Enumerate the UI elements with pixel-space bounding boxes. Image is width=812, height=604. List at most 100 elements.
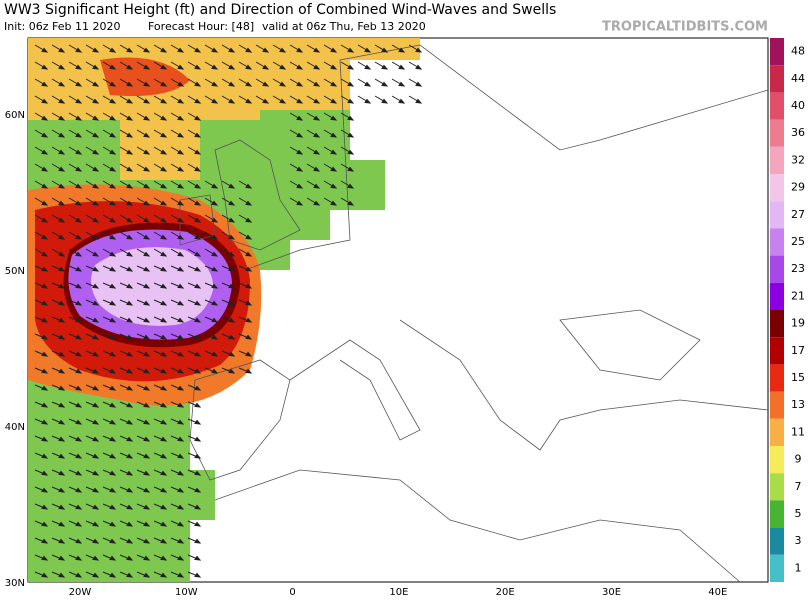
arrow-head [92,368,100,374]
arrow-head [160,538,168,544]
arrow-head [177,487,185,493]
arrow-head [347,200,355,206]
colorbar-swatch [770,282,784,310]
arrow-head [347,64,355,70]
lon-label: 30E [602,587,621,598]
arrow-head [398,47,406,53]
arrow-head [160,283,168,289]
arrow-head [228,183,236,189]
arrow-head [126,183,134,189]
arrow-head [41,132,49,138]
arrow-head [126,64,134,70]
arrow-head [126,115,134,121]
arrow-head [75,470,83,476]
colorbar-label: 9 [795,453,802,466]
arrow-head [75,368,83,374]
arrow-head [92,217,100,223]
arrow-head [330,98,338,104]
arrow-head [245,266,253,272]
arrow-head [143,538,151,544]
arrow-head [41,368,49,374]
arrow-head [228,64,236,70]
colorbar-label: 21 [791,289,805,302]
arrow-head [313,183,321,189]
lon-label: 10W [175,587,198,598]
arrow-head [160,234,168,240]
arrow-head [381,47,389,53]
arrow-head [330,115,338,121]
arrow-head [126,487,134,493]
arrow-head [58,453,66,459]
arrow-head [75,183,83,189]
arrow-head [160,81,168,87]
arrow-head [109,47,117,53]
lat-label: 30N [5,578,25,589]
arrow-head [126,572,134,578]
arrow-head [126,166,134,172]
arrow-head [313,132,321,138]
arrow-head [126,368,134,374]
arrow-head [364,47,372,53]
arrow-head [194,521,202,527]
arrow-head [109,351,117,357]
coast-africa [214,469,741,583]
arrow-head [109,98,117,104]
arrow-head [75,149,83,155]
arrow-head [75,436,83,442]
lat-label: 50N [5,266,25,277]
arrow-head [160,402,168,408]
arrow-head [228,351,236,357]
arrow-head [143,555,151,561]
arrow-head [92,470,100,476]
arrow-head [126,149,134,155]
colorbar-swatch [770,255,784,283]
colorbar-label: 19 [791,317,805,330]
arrow-head [143,470,151,476]
colorbar-label: 3 [795,534,802,547]
arrow-head [109,300,117,306]
arrow-head [92,572,100,578]
arrow-head [245,351,253,357]
colorbar-label: 11 [791,425,805,438]
arrow-head [177,166,185,172]
arrow-head [75,300,83,306]
arrow-head [58,132,66,138]
arrow-head [58,283,66,289]
arrow-head [160,183,168,189]
arrow-head [245,317,253,323]
arrow-head [41,81,49,87]
arrow-head [160,266,168,272]
arrow-head [211,283,219,289]
arrow-head [194,266,202,272]
arrow-head [177,521,185,527]
arrow-head [41,251,49,257]
arrow-head [330,64,338,70]
arrow-head [160,504,168,510]
arrow-head [398,81,406,87]
arrow-head [160,419,168,425]
arrow-head [75,351,83,357]
arrow-head [58,266,66,272]
arrow-head [415,47,423,53]
arrow-head [160,368,168,374]
valid-time: valid at 06z Thu, Feb 13 2020 [262,20,426,33]
colorbar-swatch [770,119,784,147]
arrow-head [177,538,185,544]
arrow-head [194,200,202,206]
arrow-head [194,385,202,391]
arrow-head [143,64,151,70]
arrow-head [58,402,66,408]
arrow-head [109,217,117,223]
arrow-head [126,132,134,138]
arrow-head [75,47,83,53]
arrow-head [58,572,66,578]
arrow-head [58,98,66,104]
lon-label: 20E [496,587,515,598]
arrow-head [296,115,304,121]
arrow-head [313,115,321,121]
arrow-head [194,572,202,578]
arrow-head [245,368,253,374]
arrow-head [177,300,185,306]
coast-blacksea [559,309,701,381]
arrow-head [245,251,253,257]
